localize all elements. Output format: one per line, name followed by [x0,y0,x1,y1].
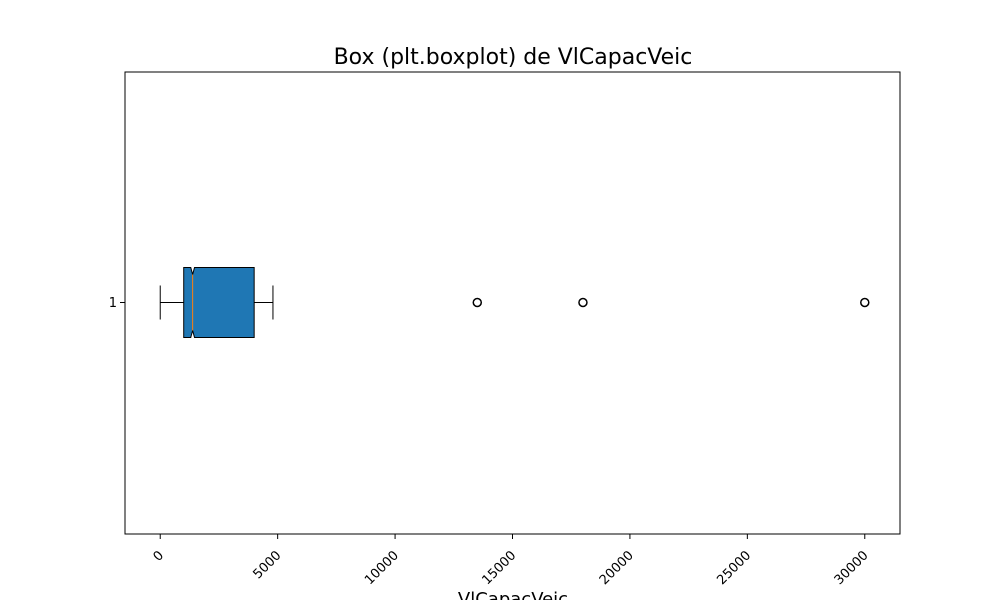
x-tick-label: 10000 [362,548,402,588]
chart-title: Box (plt.boxplot) de VlCapacVeic [334,45,693,70]
outlier-point [578,297,588,308]
outlier-point [472,297,483,308]
x-tick-label: 25000 [714,548,754,588]
y-tick-label: 1 [109,296,117,311]
x-tick-label: 30000 [832,548,872,588]
x-axis: 0 5000 10000 15000 20000 25000 30000 [151,534,872,588]
box-series [159,267,870,338]
x-tick-label: 20000 [597,548,637,588]
y-axis: 1 [109,296,125,311]
x-tick-label: 0 [151,548,167,564]
x-axis-label: VlCapacVeic [458,589,568,600]
x-tick-label: 15000 [479,548,519,588]
box-body [183,267,255,338]
x-tick-label: 5000 [250,548,284,582]
outlier-point [860,297,870,308]
